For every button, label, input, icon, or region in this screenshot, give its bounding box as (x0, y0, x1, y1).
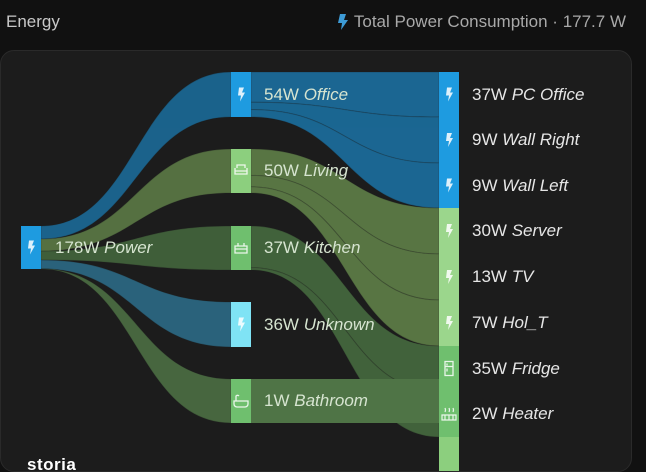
lightning-icon (446, 178, 453, 193)
node-value: 178W (55, 237, 100, 257)
node-value: 30W (472, 221, 507, 240)
flow-power-bathroom (40, 268, 232, 424)
node-label-office: 54W Office (264, 85, 348, 105)
node-label-kitchen: 37W Kitchen (264, 238, 360, 258)
total-power-consumption[interactable]: Total Power Consumption · 177.7 W (337, 12, 626, 32)
node-value: 37W (264, 238, 299, 257)
node-name: Kitchen (303, 238, 361, 257)
node-label-unknown: 36W Unknown (264, 315, 375, 335)
node-label-pc: 37W PC Office (472, 85, 584, 105)
node-label-power: 178W Power (55, 238, 152, 258)
node-label-bathroom: 1W Bathroom (264, 391, 368, 411)
node-name: Wall Left (502, 175, 569, 195)
lightning-icon (446, 224, 453, 238)
flow-bathroom (251, 379, 439, 423)
node-label-holt: 7W Hol_T (472, 313, 548, 333)
flow-living-holt (250, 186, 440, 347)
card-title: Energy (6, 12, 60, 31)
node-value: 2W (472, 404, 498, 423)
node-name: Unknown (303, 314, 375, 334)
node-name: Bathroom (294, 391, 368, 410)
node-value: 50W (264, 161, 299, 180)
fridge-icon (444, 360, 454, 377)
node-value: 37W (472, 84, 507, 104)
total-label: Total Power Consumption · 177.7 W (353, 12, 626, 31)
node-value: 13W (472, 267, 507, 286)
node-name: Fridge (511, 358, 560, 378)
node-name: Hol_T (502, 313, 548, 332)
node-name: TV (511, 267, 534, 286)
node-label-fridge: 35W Fridge (472, 359, 560, 379)
lightning-icon (446, 270, 453, 284)
node-fridge[interactable] (439, 346, 459, 391)
node-name: Office (303, 84, 349, 104)
lightning-icon (28, 240, 35, 255)
node-heater[interactable] (439, 391, 459, 437)
sofa-icon (234, 164, 248, 175)
lightning-icon (446, 87, 453, 102)
sankey-chart (21, 71, 459, 471)
node-value: 36W (264, 314, 299, 334)
sankey-card: 178W Power 54W Office 50W Living 37W Kitche… (0, 50, 632, 472)
node-value: 7W (472, 313, 498, 332)
lightning-icon (446, 316, 453, 330)
stove-icon (234, 243, 248, 254)
node-name: Heater (502, 404, 554, 423)
node-value: 1W (264, 391, 290, 410)
node-bottom-continuation (439, 437, 459, 471)
lightning-icon (238, 87, 245, 102)
node-value: 9W (472, 130, 498, 149)
node-label-heater: 2W Heater (472, 404, 553, 424)
radiator-icon (441, 407, 457, 421)
lightning-icon (337, 14, 348, 30)
node-name: Wall Right (502, 130, 580, 149)
lightning-icon (446, 133, 453, 147)
node-name: Power (104, 237, 153, 257)
node-label-living: 50W Living (264, 161, 348, 181)
node-label-tv: 13W TV (472, 267, 533, 287)
flow-power-unknown (40, 259, 232, 348)
node-name: PC Office (511, 84, 585, 104)
bathtub-icon (233, 394, 249, 408)
flow-office-wallleft (250, 109, 440, 209)
node-value: 35W (472, 358, 507, 378)
lightning-icon (238, 317, 245, 332)
node-value: 9W (472, 175, 498, 195)
node-name: Living (303, 161, 349, 180)
node-label-server: 30W Server (472, 221, 562, 241)
node-kitchen[interactable] (231, 226, 251, 270)
node-value: 54W (264, 84, 299, 104)
storia-logo: storia (27, 455, 77, 472)
node-name: Server (511, 221, 562, 240)
node-label-wallright: 9W Wall Right (472, 130, 579, 150)
node-label-wallleft: 9W Wall Left (472, 176, 568, 196)
